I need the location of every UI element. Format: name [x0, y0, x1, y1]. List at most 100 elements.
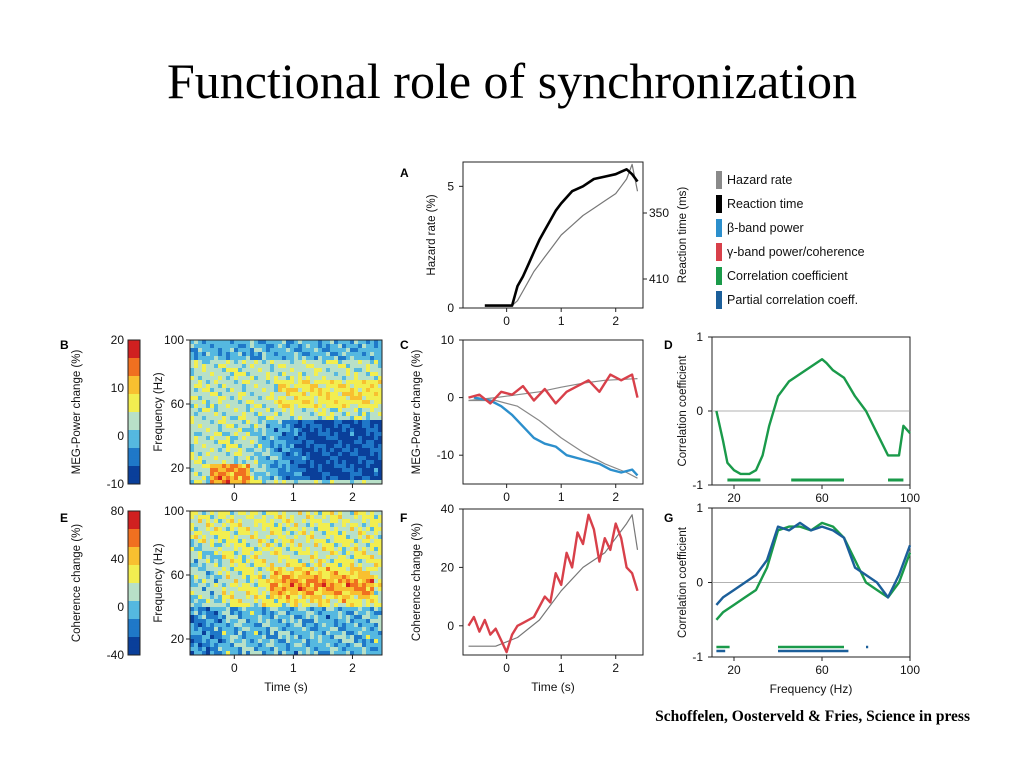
panel-label-a: A [400, 166, 409, 180]
heat-cell [374, 623, 379, 628]
heat-cell [298, 523, 303, 528]
heat-cell [370, 643, 375, 648]
y-tick-label-e: 20 [171, 632, 185, 646]
heat-cell [346, 519, 351, 524]
heat-cell [202, 428, 207, 433]
heat-cell [258, 535, 263, 540]
heat-cell [282, 452, 287, 457]
heat-cell [326, 607, 331, 612]
heat-cell [366, 611, 371, 616]
heat-cell [342, 396, 347, 401]
heat-cell [206, 583, 211, 588]
heat-cell [222, 543, 227, 548]
heat-cell [330, 476, 335, 481]
heat-cell [342, 344, 347, 349]
heat-cell [278, 511, 283, 516]
heat-cell [346, 432, 351, 437]
heat-cell [226, 380, 231, 385]
heat-cell [242, 611, 247, 616]
heat-cell [242, 408, 247, 413]
heat-cell [198, 404, 203, 409]
heat-cell [346, 623, 351, 628]
heat-cell [246, 595, 251, 600]
heat-cell [358, 575, 363, 580]
heat-cell [238, 551, 243, 556]
heat-cell [346, 583, 351, 588]
heat-cell [214, 428, 219, 433]
heat-cell [202, 515, 207, 520]
heat-cell [258, 631, 263, 636]
heat-cell [218, 428, 223, 433]
heat-cell [298, 464, 303, 469]
heat-cell [318, 412, 323, 417]
heat-cell [218, 563, 223, 568]
heat-cell [310, 615, 315, 620]
heat-cell [250, 476, 255, 481]
heat-cell [366, 567, 371, 572]
heat-cell [314, 412, 319, 417]
heat-cell [298, 567, 303, 572]
heat-cell [202, 444, 207, 449]
heat-cell [358, 643, 363, 648]
heat-cell [222, 380, 227, 385]
heat-cell [266, 340, 271, 345]
heat-cell [370, 384, 375, 389]
heat-cell [266, 480, 271, 485]
heat-cell [270, 368, 275, 373]
heat-cell [282, 368, 287, 373]
heat-cell [254, 376, 259, 381]
heat-cell [374, 651, 379, 656]
heat-cell [278, 412, 283, 417]
heat-cell [274, 396, 279, 401]
heat-cell [230, 539, 235, 544]
heat-cell [290, 627, 295, 632]
heat-cell [370, 432, 375, 437]
colorbar-cell-b [128, 372, 140, 377]
heat-cell [370, 515, 375, 520]
heat-cell [258, 603, 263, 608]
heat-cell [286, 412, 291, 417]
colorbar-label-b: MEG-Power change (%) [71, 350, 83, 475]
heat-cell [310, 643, 315, 648]
heat-cell [298, 476, 303, 481]
heat-cell [274, 456, 279, 461]
heat-cell [338, 400, 343, 405]
heat-cell [246, 523, 251, 528]
heat-cell [274, 444, 279, 449]
heat-cell [318, 603, 323, 608]
heat-cell [226, 348, 231, 353]
heat-cell [334, 344, 339, 349]
heat-cell [294, 539, 299, 544]
heat-cell [282, 476, 287, 481]
heat-cell [362, 340, 367, 345]
heat-cell [318, 631, 323, 636]
heat-cell [298, 531, 303, 536]
heat-cell [322, 476, 327, 481]
heat-cell [266, 567, 271, 572]
heat-cell [294, 567, 299, 572]
heat-cell [294, 400, 299, 405]
heat-cell [362, 647, 367, 652]
heat-cell [214, 388, 219, 393]
heat-cell [210, 583, 215, 588]
colorbar-e [127, 510, 141, 656]
heat-cell [246, 627, 251, 632]
heat-cell [306, 607, 311, 612]
heat-cell [238, 460, 243, 465]
heat-cell [306, 571, 311, 576]
heat-cell [222, 480, 227, 485]
heat-cell [254, 627, 259, 632]
heat-cell [242, 464, 247, 469]
heat-cell [286, 452, 291, 457]
heat-cell [302, 539, 307, 544]
heat-cell [306, 531, 311, 536]
heat-cell [234, 340, 239, 345]
heat-cell [226, 563, 231, 568]
heat-cell [234, 364, 239, 369]
heat-cell [374, 631, 379, 636]
heat-cell [246, 635, 251, 640]
heat-cell [346, 424, 351, 429]
heat-cell [306, 623, 311, 628]
heat-cell [378, 635, 383, 640]
colorbar-cell-e [128, 647, 140, 652]
